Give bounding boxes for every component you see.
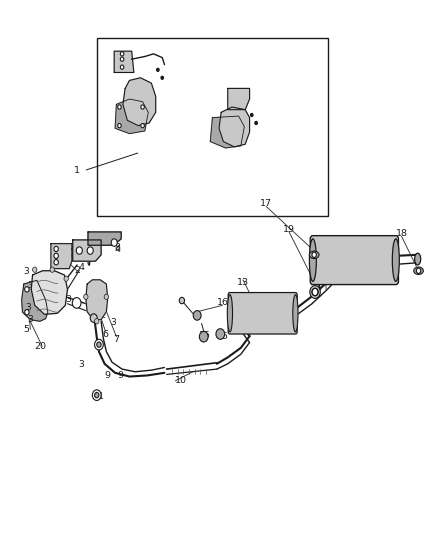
Polygon shape xyxy=(123,78,155,126)
Circle shape xyxy=(118,105,121,109)
Circle shape xyxy=(312,288,318,296)
Polygon shape xyxy=(31,271,67,314)
Polygon shape xyxy=(73,240,101,261)
Circle shape xyxy=(312,252,316,257)
Circle shape xyxy=(95,319,99,324)
Circle shape xyxy=(95,392,99,398)
Text: 3: 3 xyxy=(78,360,85,369)
Circle shape xyxy=(216,329,225,340)
Circle shape xyxy=(95,340,103,350)
Circle shape xyxy=(141,105,145,109)
Text: 1: 1 xyxy=(74,166,80,175)
Text: 9: 9 xyxy=(118,371,124,380)
Ellipse shape xyxy=(415,253,421,265)
Text: 3: 3 xyxy=(25,303,31,312)
Circle shape xyxy=(25,310,29,315)
Text: 15: 15 xyxy=(199,331,211,340)
Text: 6: 6 xyxy=(102,330,109,339)
Text: 3: 3 xyxy=(110,318,116,327)
Text: 8: 8 xyxy=(115,244,121,253)
Text: 19: 19 xyxy=(283,225,295,234)
Circle shape xyxy=(92,390,101,400)
Circle shape xyxy=(90,314,97,322)
Text: 4: 4 xyxy=(78,247,85,256)
Circle shape xyxy=(120,65,124,69)
Circle shape xyxy=(50,267,54,272)
Polygon shape xyxy=(51,244,72,269)
Circle shape xyxy=(120,57,124,61)
Text: 13: 13 xyxy=(237,278,249,287)
Text: 2: 2 xyxy=(74,266,80,275)
Text: 4: 4 xyxy=(115,245,121,254)
Polygon shape xyxy=(88,232,121,245)
Circle shape xyxy=(64,276,68,281)
Text: 7: 7 xyxy=(113,335,120,344)
Circle shape xyxy=(161,76,163,79)
Ellipse shape xyxy=(227,295,233,332)
Text: 20: 20 xyxy=(34,342,46,351)
Circle shape xyxy=(111,239,117,246)
Circle shape xyxy=(417,268,421,273)
Text: 17: 17 xyxy=(260,199,272,208)
Text: 10: 10 xyxy=(175,376,187,385)
Polygon shape xyxy=(86,280,108,320)
Text: 15: 15 xyxy=(216,332,229,341)
Polygon shape xyxy=(210,116,244,148)
Polygon shape xyxy=(115,99,148,134)
Text: 18: 18 xyxy=(396,229,407,238)
Text: 3: 3 xyxy=(28,315,33,324)
Polygon shape xyxy=(114,51,134,72)
Ellipse shape xyxy=(414,267,424,274)
Circle shape xyxy=(193,311,201,320)
Ellipse shape xyxy=(309,251,319,259)
FancyBboxPatch shape xyxy=(310,236,399,285)
Circle shape xyxy=(179,297,184,304)
Ellipse shape xyxy=(309,239,316,281)
Text: 9: 9 xyxy=(105,371,111,380)
Circle shape xyxy=(104,294,109,300)
Circle shape xyxy=(199,332,208,342)
Text: 16: 16 xyxy=(216,298,229,307)
Text: 4: 4 xyxy=(78,263,85,272)
FancyBboxPatch shape xyxy=(228,293,297,334)
Text: 11: 11 xyxy=(93,392,105,401)
Circle shape xyxy=(310,286,320,298)
Text: 3: 3 xyxy=(28,280,33,289)
Circle shape xyxy=(255,122,258,125)
Bar xyxy=(97,38,328,216)
Ellipse shape xyxy=(392,239,399,281)
Polygon shape xyxy=(21,280,48,321)
Circle shape xyxy=(54,246,58,252)
Circle shape xyxy=(25,287,29,292)
Circle shape xyxy=(156,68,159,71)
Circle shape xyxy=(141,124,145,128)
Circle shape xyxy=(54,260,58,265)
Circle shape xyxy=(251,114,253,117)
Circle shape xyxy=(72,297,81,308)
Text: 14: 14 xyxy=(321,237,333,246)
Circle shape xyxy=(97,342,101,348)
Text: 3: 3 xyxy=(66,295,71,304)
Circle shape xyxy=(87,247,93,254)
Circle shape xyxy=(76,247,82,254)
Text: 12: 12 xyxy=(95,311,107,320)
Polygon shape xyxy=(228,88,250,110)
Text: 5: 5 xyxy=(23,325,29,334)
Circle shape xyxy=(84,294,88,300)
Ellipse shape xyxy=(293,295,298,332)
Circle shape xyxy=(118,124,121,128)
Text: 3: 3 xyxy=(23,268,29,276)
Circle shape xyxy=(32,267,37,272)
Circle shape xyxy=(120,52,124,56)
Polygon shape xyxy=(219,107,250,147)
Circle shape xyxy=(54,253,58,259)
